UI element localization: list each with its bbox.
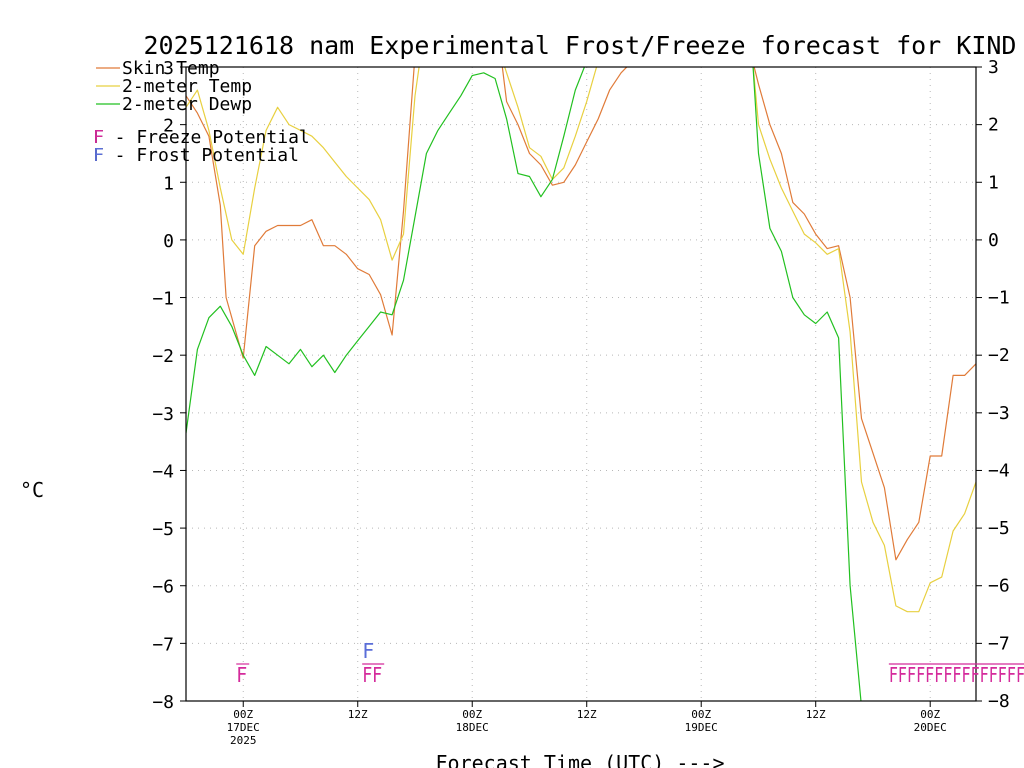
y-axis-label: °C bbox=[20, 478, 44, 502]
y-tick-label-left: −7 bbox=[152, 634, 174, 655]
series-line-2-meter-temp bbox=[186, 67, 976, 613]
y-tick-label-left: −6 bbox=[152, 577, 174, 598]
y-tick-label-right: −4 bbox=[988, 460, 1010, 481]
y-tick-label-right: −8 bbox=[988, 691, 1010, 712]
y-tick-label-right: 0 bbox=[988, 230, 999, 251]
y-tick-label-left: −8 bbox=[152, 692, 174, 713]
y-tick-label-right: −6 bbox=[988, 576, 1010, 597]
x-tick-label: 00Z bbox=[920, 708, 940, 721]
x-tick-label: 00Z bbox=[691, 708, 711, 721]
grid-lines bbox=[186, 67, 976, 701]
x-tick-label: 12Z bbox=[577, 708, 597, 721]
y-tick-label-left: −1 bbox=[152, 289, 174, 310]
series-line-skin-temp bbox=[186, 67, 976, 561]
y-tick-label-left: −2 bbox=[152, 346, 174, 367]
x-axis-label: Forecast Time (UTC) ---> bbox=[436, 751, 725, 768]
y-tick-label-right: 3 bbox=[988, 57, 999, 78]
y-tick-label-right: −1 bbox=[988, 288, 1010, 309]
y-tick-label-left: −4 bbox=[152, 461, 174, 482]
x-tick-date: 20DEC bbox=[914, 721, 947, 734]
x-tick-label: 12Z bbox=[348, 708, 368, 721]
y-tick-label-right: 1 bbox=[988, 172, 999, 193]
potential-legend-entry: F - Frost Potential bbox=[93, 145, 299, 166]
y-tick-label-left: 2 bbox=[163, 116, 174, 137]
y-tick-label-right: 2 bbox=[988, 115, 999, 136]
potential-legend-letter: F bbox=[93, 127, 104, 148]
y-tick-label-left: 0 bbox=[163, 231, 174, 252]
legend-entry: Skin Temp bbox=[122, 58, 220, 79]
y-tick-label-right: −5 bbox=[988, 518, 1010, 539]
series-line-2-meter-dewp bbox=[186, 67, 862, 701]
x-tick-date: 18DEC bbox=[456, 721, 489, 734]
potential-legend-letter: F bbox=[93, 145, 104, 166]
x-tick-date: 19DEC bbox=[685, 721, 718, 734]
y-tick-label-left: −3 bbox=[152, 404, 174, 425]
y-tick-label-left: 3 bbox=[163, 58, 174, 79]
x-tick-year: 2025 bbox=[230, 734, 257, 747]
legend-entry: 2-meter Dewp bbox=[122, 94, 252, 115]
potential-legend-entry: F - Freeze Potential bbox=[93, 127, 310, 148]
x-tick-label: 00Z bbox=[462, 708, 482, 721]
series-layer bbox=[186, 67, 976, 701]
frost-potential-mark: F bbox=[362, 639, 374, 663]
chart-title: 2025121618 nam Experimental Frost/Freeze… bbox=[144, 31, 1017, 60]
freeze-potential-mark: FFFFFFFFFFFFFFFFFFFFFFFFF bbox=[889, 663, 1024, 687]
y-tick-label-left: −5 bbox=[152, 519, 174, 540]
freeze-potential-mark: FF bbox=[362, 663, 382, 687]
y-axis-left: −8 −7 −6 −5 −4 −3 −2 −1 0 1 2 3 bbox=[152, 58, 186, 713]
y-tick-label-right: −3 bbox=[988, 403, 1010, 424]
y-axis-right: −8 −7 −6 −5 −4 −3 −2 −1 0 1 2 3 bbox=[976, 57, 1010, 712]
y-tick-label-right: −2 bbox=[988, 345, 1010, 366]
x-tick-date: 17DEC bbox=[227, 721, 260, 734]
plot-frame bbox=[185, 66, 977, 702]
x-tick-label: 12Z bbox=[806, 708, 826, 721]
y-tick-label-right: −7 bbox=[988, 633, 1010, 654]
potential-marks: FFFFFFFFFFFFFFFFFFFFFFFFFFFFF bbox=[236, 639, 1024, 687]
freeze-potential-mark: F bbox=[236, 663, 247, 687]
y-tick-label-left: 1 bbox=[163, 173, 174, 194]
x-tick-label: 00Z bbox=[233, 708, 253, 721]
legend-entry: 2-meter Temp bbox=[122, 76, 252, 97]
